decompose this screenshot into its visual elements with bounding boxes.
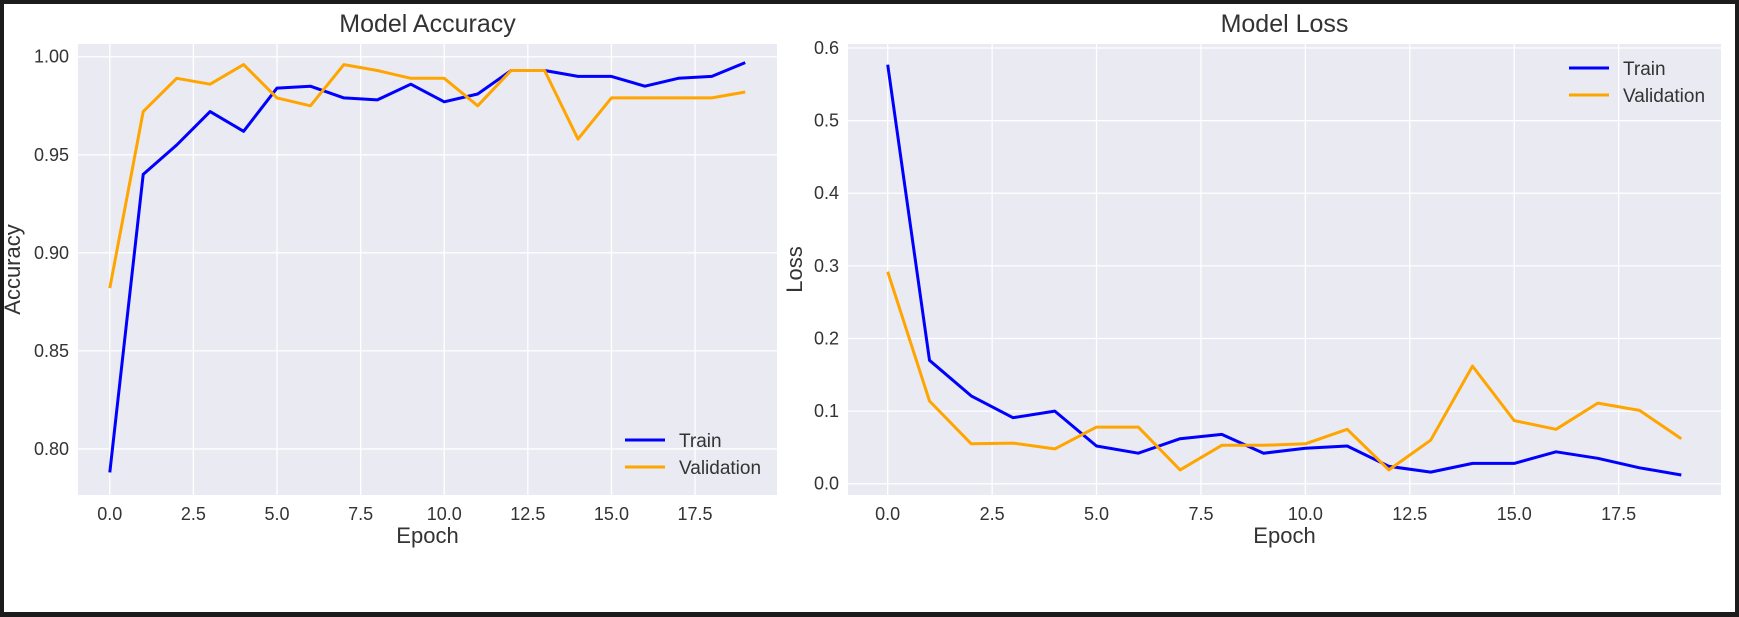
y-tick-label: 0.4 [814, 183, 839, 203]
x-tick-label: 15.0 [1497, 504, 1532, 524]
x-tick-label: 10.0 [427, 504, 462, 524]
y-axis-label: Accuracy [4, 224, 25, 314]
x-tick-label: 5.0 [264, 504, 289, 524]
chart-0: 0.0 2.5 5.0 7.5 10.0 12.5 15.0 17.5 0.80 0.85 0.90… [0, 10, 777, 548]
chart-1: 0.0 2.5 5.0 7.5 10.0 12.5 15.0 17.5 0.0 0.1 0.2 0.3… [782, 10, 1721, 548]
x-tick-label: 17.5 [1601, 504, 1636, 524]
x-tick-label: 2.5 [980, 504, 1005, 524]
series-line-validation [886, 271, 1683, 472]
x-tick-label: 0.0 [875, 504, 900, 524]
series-line-train [886, 64, 1682, 477]
y-tick-label: 0.2 [814, 328, 839, 348]
y-tick-label: 0.5 [814, 111, 839, 131]
series-line-train [108, 61, 746, 473]
legend: Train Validation [1569, 59, 1705, 107]
x-tick-label: 17.5 [678, 504, 713, 524]
y-tick-label: 0.85 [34, 341, 69, 361]
legend: Train Validation [625, 431, 761, 479]
x-tick-label: 12.5 [510, 504, 545, 524]
x-tick-label: 7.5 [348, 504, 373, 524]
y-tick-label: 0.3 [814, 256, 839, 276]
x-tick-label: 0.0 [97, 504, 122, 524]
x-tick-label: 5.0 [1084, 504, 1109, 524]
x-axis-label: Epoch [1253, 523, 1315, 548]
series-line-validation [108, 63, 746, 289]
x-tick-label: 2.5 [181, 504, 206, 524]
chart-title: Model Accuracy [339, 10, 516, 38]
y-tick-label: 0.0 [814, 474, 839, 494]
x-tick-label: 10.0 [1288, 504, 1323, 524]
y-axis-label: Loss [782, 246, 807, 292]
x-axis-label: Epoch [396, 523, 458, 548]
y-tick-label: 0.6 [814, 38, 839, 58]
legend-label-train: Train [1623, 59, 1666, 80]
y-tick-label: 1.00 [34, 47, 69, 67]
y-tick-label: 0.95 [34, 145, 69, 165]
legend-label-validation: Validation [1623, 86, 1705, 107]
chart-title: Model Loss [1221, 10, 1349, 38]
y-tick-label: 0.80 [34, 439, 69, 459]
y-tick-label: 0.1 [814, 401, 839, 421]
figure: 0.0 2.5 5.0 7.5 10.0 12.5 15.0 17.5 0.80 0.85 0.90… [0, 4, 1735, 612]
plot-area [848, 44, 1721, 495]
x-tick-label: 7.5 [1188, 504, 1213, 524]
x-tick-label: 15.0 [594, 504, 629, 524]
legend-label-train: Train [679, 431, 722, 452]
legend-label-validation: Validation [679, 458, 761, 479]
x-tick-label: 12.5 [1392, 504, 1427, 524]
y-tick-label: 0.90 [34, 243, 69, 263]
plot-area [78, 44, 777, 495]
charts-svg: 0.0 2.5 5.0 7.5 10.0 12.5 15.0 17.5 0.80 0.85 0.90… [0, 10, 1721, 548]
